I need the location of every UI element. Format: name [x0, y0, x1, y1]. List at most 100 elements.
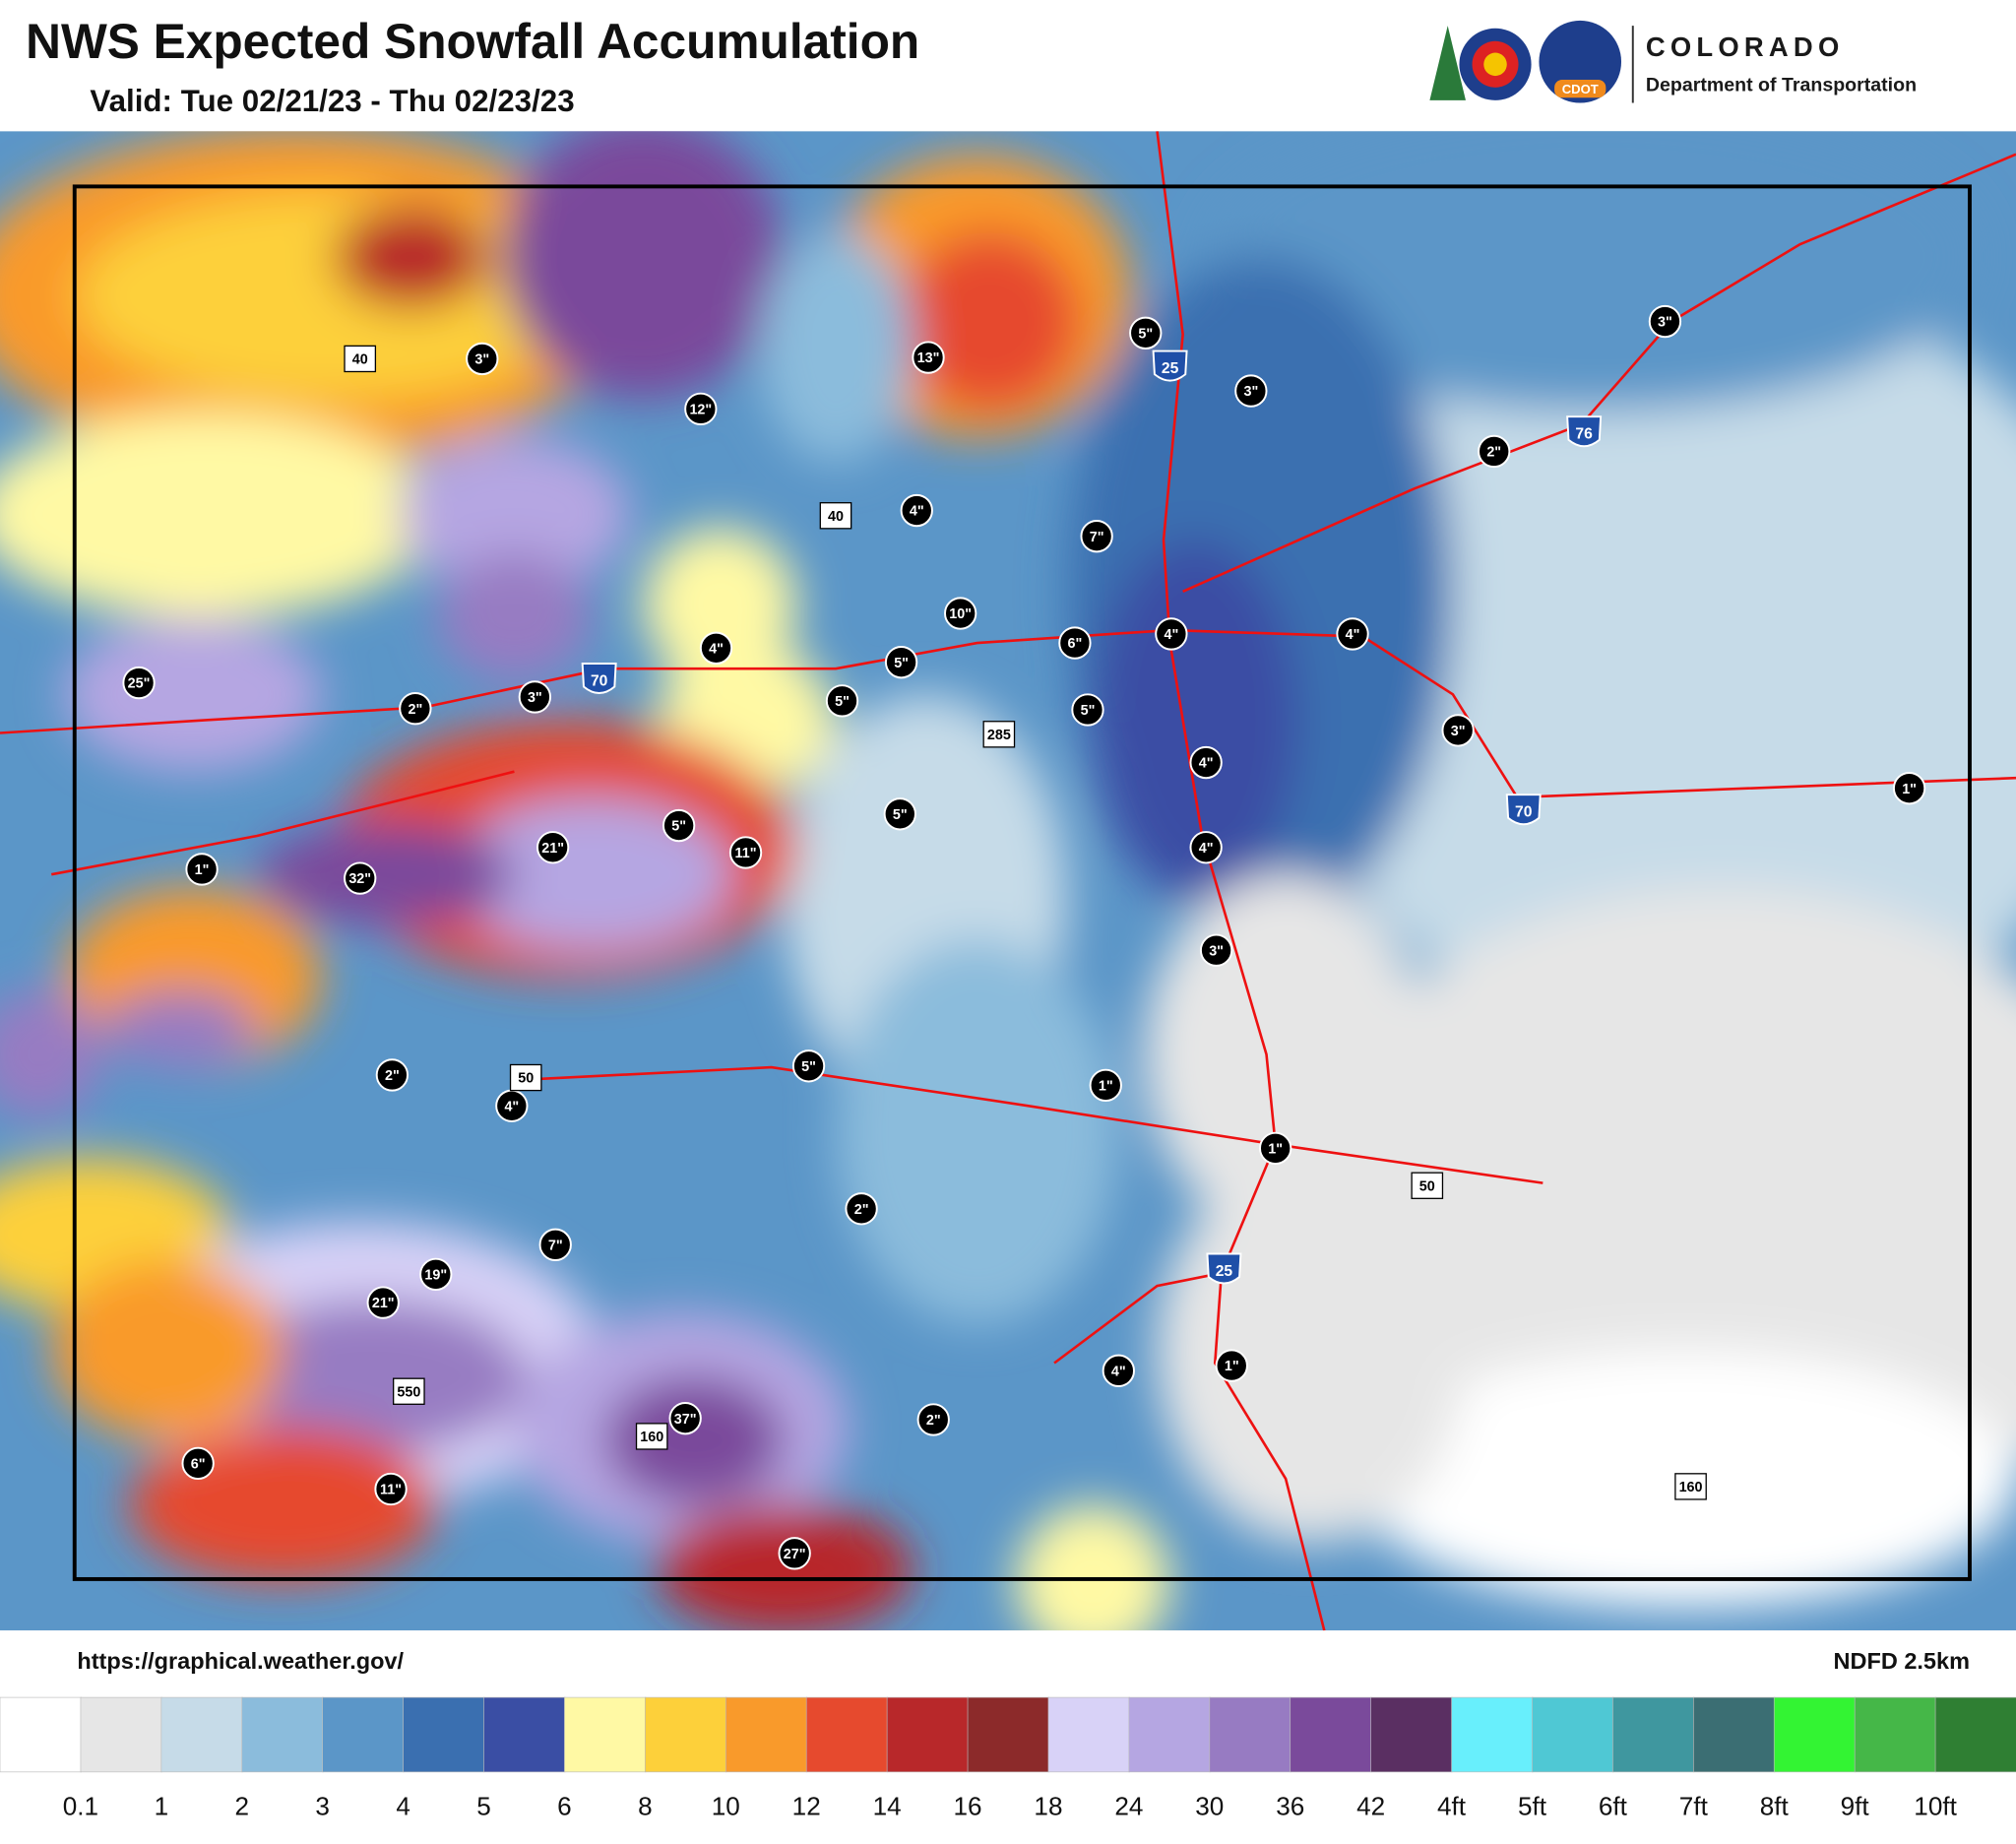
- legend-swatch: [241, 1696, 324, 1773]
- snow-amount: 2": [385, 1068, 400, 1084]
- snow-marker: 1": [1892, 772, 1926, 805]
- snow-marker: 5": [1129, 316, 1163, 350]
- snow-amount: 4": [1199, 756, 1214, 772]
- legend-swatch: [1854, 1696, 1937, 1773]
- us-highway-shield: 50: [1411, 1172, 1444, 1199]
- snow-marker: 10": [944, 597, 977, 630]
- snow-area: [450, 796, 733, 952]
- snow-marker: 5": [884, 646, 918, 679]
- snow-area: [1157, 1157, 1466, 1544]
- shield-body: [1206, 1252, 1242, 1285]
- legend-label: 4ft: [1437, 1791, 1467, 1820]
- shield-body: [509, 1063, 542, 1092]
- snow-marker-dot: [1058, 626, 1092, 660]
- road: [51, 770, 515, 876]
- shield-body: [344, 345, 377, 373]
- legend-swatch: [564, 1696, 647, 1773]
- us-highway-shield: 50: [509, 1063, 542, 1092]
- shield-body: [1152, 350, 1188, 382]
- interstate-shield: 25: [1152, 350, 1188, 382]
- shield-body: [1566, 415, 1603, 448]
- legend-swatch: [322, 1696, 405, 1773]
- snow-amount: 1": [1902, 782, 1917, 797]
- snow-amount: 6": [1068, 636, 1083, 652]
- us-highway-shield: 40: [344, 345, 377, 373]
- snow-area: [334, 205, 489, 309]
- snow-marker-dot: [375, 1058, 410, 1092]
- road: [514, 1065, 1544, 1184]
- road: [1156, 131, 1326, 1631]
- snow-marker-dot: [366, 1286, 400, 1319]
- snow-marker-dot: [181, 1446, 215, 1481]
- source-url[interactable]: https://graphical.weather.gov/: [77, 1648, 404, 1674]
- legend-label: 1: [155, 1791, 169, 1820]
- shield-number: 25: [1216, 1263, 1233, 1280]
- snow-marker: 5": [1071, 693, 1104, 727]
- snow-marker-dot: [536, 831, 570, 864]
- legend-swatch: [1209, 1696, 1292, 1773]
- snow-amount: 37": [674, 1412, 697, 1428]
- snow-marker-dot: [699, 631, 733, 665]
- snow-amount: 5": [894, 656, 909, 671]
- legend-swatch: [80, 1696, 162, 1773]
- legend-label: 30: [1195, 1791, 1224, 1820]
- legend-label: 36: [1276, 1791, 1304, 1820]
- legend-swatch: [805, 1696, 889, 1773]
- snow-amount: 7": [1090, 530, 1104, 545]
- legend-label: 24: [1114, 1791, 1143, 1820]
- snow-amount: 4": [1199, 841, 1214, 857]
- snow-marker: 3": [1441, 714, 1475, 747]
- snow-area: [603, 1375, 785, 1505]
- snow-marker: 4": [1102, 1354, 1135, 1387]
- snow-marker: 27": [778, 1537, 811, 1570]
- legend-label: 0.1: [63, 1791, 98, 1820]
- snow-amount: 4": [504, 1099, 519, 1114]
- snow-marker: 5": [791, 1049, 826, 1083]
- legend-label: 8ft: [1760, 1791, 1790, 1820]
- snow-marker-dot: [185, 853, 219, 886]
- legend-swatch: [1692, 1696, 1776, 1773]
- snow-amount: 5": [671, 819, 686, 835]
- shield-body: [819, 502, 852, 530]
- snow-marker: 2": [845, 1192, 878, 1226]
- snow-amount: 5": [1138, 326, 1153, 342]
- snow-marker-dot: [778, 1537, 811, 1570]
- legend-swatch: [1934, 1696, 2016, 1773]
- snow-area: [1015, 1504, 1170, 1631]
- snow-amount: 4": [910, 504, 924, 520]
- snow-marker-dot: [845, 1192, 878, 1226]
- snow-marker: 37": [668, 1402, 702, 1435]
- model: NDFD 2.5km: [1834, 1648, 1970, 1674]
- shield-number: 285: [987, 728, 1011, 743]
- snow-marker: 11": [728, 836, 763, 869]
- legend-label: 9ft: [1841, 1791, 1870, 1820]
- interstate-shield: 70: [1505, 794, 1542, 826]
- legend-swatch: [1047, 1696, 1130, 1773]
- snow-marker-dot: [1189, 745, 1223, 780]
- snow-marker: 1": [1089, 1068, 1122, 1103]
- snow-area: [656, 1504, 914, 1631]
- legend-label: 6: [557, 1791, 572, 1820]
- snow-amount: 5": [1081, 703, 1096, 719]
- road: [1182, 153, 2016, 594]
- snow-amount: 5": [801, 1059, 816, 1075]
- snow-amount: 25": [128, 676, 151, 692]
- snow-marker: 25": [122, 666, 156, 700]
- snow-amount: 3": [1209, 943, 1224, 959]
- snow-area: [102, 989, 258, 1068]
- snow-marker: 3": [518, 680, 551, 714]
- legend-swatch: [1532, 1696, 1614, 1773]
- snow-marker: 4": [495, 1089, 529, 1122]
- snow-marker-dot: [1336, 617, 1369, 651]
- snow-marker: 3": [1234, 374, 1268, 408]
- snow-amount: 5": [893, 807, 908, 823]
- snow-marker-dot: [1199, 933, 1233, 967]
- snow-marker-dot: [728, 836, 763, 869]
- shield-number: 70: [591, 672, 608, 689]
- snow-marker: 3": [1199, 933, 1233, 967]
- map: 3" 12" 13" 5" 3" 3" 2" 4" 7" 10" 6" 4" 4" 4" 5" 5" 5" 25"…: [0, 131, 2016, 1631]
- snow-area: [64, 616, 322, 772]
- snow-area: [0, 989, 103, 1119]
- snow-marker-dot: [916, 1403, 950, 1436]
